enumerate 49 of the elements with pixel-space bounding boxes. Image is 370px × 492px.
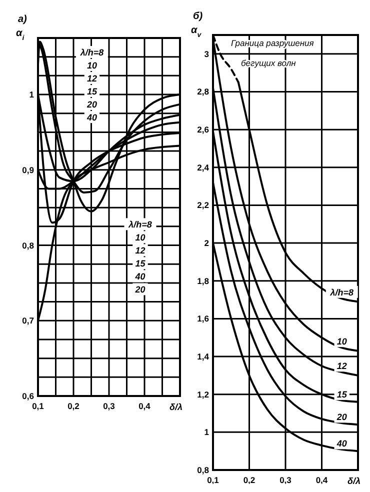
y-tick-label: 0,7: [22, 316, 34, 326]
series-label: 40: [336, 438, 347, 449]
annotation: 40: [86, 112, 97, 122]
y-axis-title: α$_{v}$: [191, 25, 202, 38]
y-tick-label: 2,4: [197, 162, 210, 172]
x-axis-title: δ/λ: [170, 402, 182, 412]
x-tick-label: 0,2: [68, 401, 80, 411]
x-tick-label: 0,2: [243, 475, 256, 485]
y-axis-title: α$_{i}$: [16, 28, 26, 42]
chart-title: а): [18, 14, 28, 25]
series-label: 10: [336, 336, 347, 347]
annotation: 10: [135, 232, 146, 243]
series-label: 15: [336, 390, 348, 400]
series-label: 12: [336, 361, 347, 372]
y-tick-label: 2,2: [197, 200, 210, 210]
y-tick-label: 0,8: [197, 465, 210, 475]
y-tick-label: 0,9: [22, 164, 34, 175]
y-tick-label: 1: [204, 427, 210, 438]
y-tick-label: 1,8: [197, 276, 210, 286]
x-tick-label: 0,3: [103, 401, 116, 411]
annotation: 12: [86, 74, 97, 84]
y-tick-label: 1: [29, 90, 34, 100]
annotation: λ/h=8: [128, 220, 152, 230]
annotation: 10: [86, 60, 97, 70]
chart-title: б): [193, 11, 204, 22]
annotation: 20: [134, 284, 146, 295]
y-tick-label: 2,8: [197, 86, 210, 97]
y-tick-label: 3: [204, 48, 210, 59]
y-tick-label: 2: [204, 238, 210, 248]
y-tick-label: 1,6: [197, 314, 210, 324]
x-tick-label: 0,3: [280, 475, 292, 485]
x-tick-label: 0,1: [207, 475, 220, 485]
x-tick-label: 0,4: [316, 475, 328, 485]
annotation: 12: [135, 246, 146, 256]
annotation: 20: [86, 100, 97, 110]
series-label: 20: [336, 412, 347, 422]
y-tick-label: 1,2: [197, 389, 210, 400]
series-label: λ/h=8: [329, 287, 354, 298]
y-tick-label: 2,6: [197, 124, 210, 135]
annotation: 15: [135, 258, 146, 269]
y-tick-label: 0,8: [22, 240, 34, 250]
annotation: 40: [134, 272, 146, 282]
x-tick-label: 0,1: [32, 401, 44, 411]
x-axis-title: δ/λ: [348, 476, 360, 486]
annotation: 15: [86, 86, 98, 96]
y-tick-label: 0,6: [22, 391, 34, 401]
x-tick-label: 0,4: [138, 401, 151, 411]
y-tick-label: 1,4: [197, 352, 210, 362]
annotation: λ/h=8: [79, 48, 104, 58]
